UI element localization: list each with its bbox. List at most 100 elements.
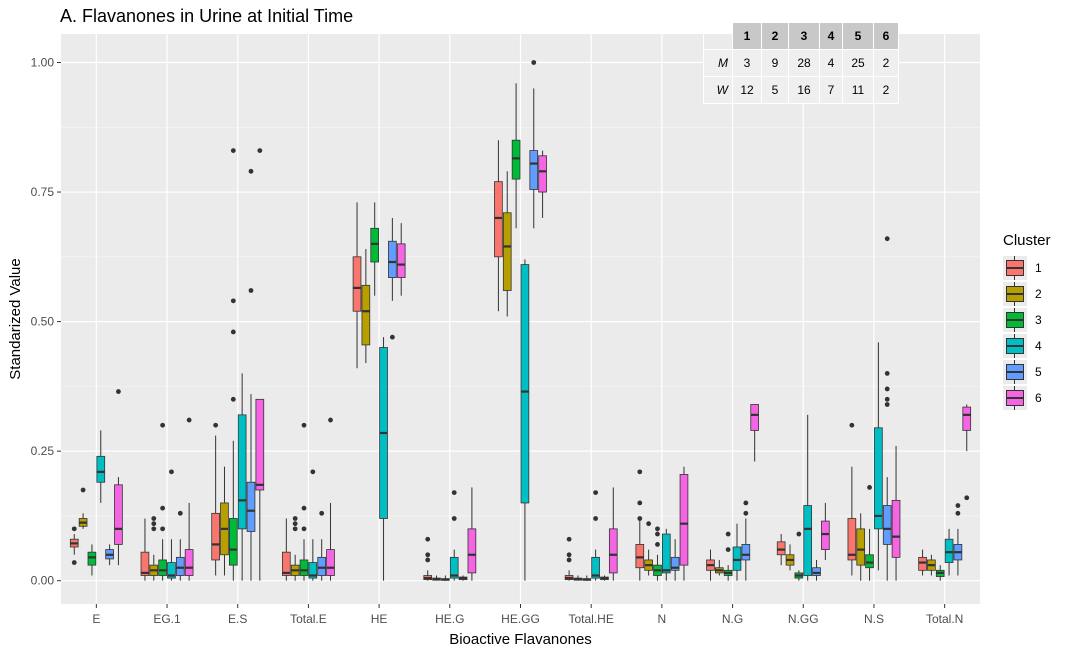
box-cluster-6	[467, 528, 477, 574]
outlier-point	[637, 469, 643, 475]
outlier-point	[725, 547, 731, 552]
legend-label: 4	[1035, 339, 1042, 353]
box-cluster-2	[361, 284, 371, 346]
box-cluster-4	[803, 505, 813, 576]
outlier-point	[425, 552, 431, 558]
box-cluster-6	[184, 549, 194, 576]
outlier-point	[160, 505, 166, 511]
legend-swatch	[1003, 256, 1027, 280]
box-cluster-5	[529, 150, 539, 190]
outlier-point	[151, 516, 157, 521]
legend-swatch	[1003, 308, 1027, 332]
box-cluster-5	[882, 505, 892, 545]
table-row: W 12 5 16 7 11 2	[703, 76, 899, 104]
x-axis-title: Bioactive Flavanones	[449, 631, 592, 648]
legend-swatch	[1003, 386, 1027, 410]
y-tick-label: 0.00	[31, 574, 55, 588]
outlier-point	[566, 557, 572, 563]
box-cluster-1	[140, 551, 150, 576]
legend-label: 2	[1035, 287, 1042, 301]
table-row-label: W	[703, 76, 733, 104]
box-cluster-5	[388, 240, 397, 278]
outlier-point	[230, 396, 236, 402]
legend-label: 1	[1035, 261, 1042, 275]
table-cell: 28	[788, 49, 820, 77]
legend-swatch	[1003, 334, 1027, 358]
outlier-point	[646, 521, 652, 527]
table-header-row: 1 2 3 4 5 6	[703, 22, 899, 50]
outlier-point	[160, 526, 166, 532]
outlier-point	[867, 485, 872, 490]
outlier-point	[328, 417, 333, 423]
outlier-point	[743, 510, 749, 516]
box-cluster-4	[944, 538, 954, 563]
x-tick-label: HE.G	[435, 612, 464, 626]
box-cluster-6	[255, 398, 265, 491]
outlier-point	[451, 490, 457, 495]
table-header-cell: 5	[842, 22, 874, 50]
legend-title: Cluster	[1003, 232, 1051, 249]
table-cell: 12	[732, 76, 762, 104]
table-cell: 2	[873, 76, 899, 104]
outlier-point	[301, 422, 307, 428]
box-cluster-3	[158, 559, 167, 576]
legend-swatch	[1003, 282, 1027, 306]
table-row-label: M	[703, 49, 733, 77]
outlier-point	[796, 531, 802, 537]
x-tick-label: Total.HE	[569, 612, 614, 626]
outlier-point	[248, 288, 254, 293]
outlier-point	[292, 526, 298, 532]
outlier-point	[292, 521, 298, 527]
box-cluster-5	[741, 544, 751, 561]
box-cluster-1	[282, 551, 291, 576]
box-cluster-3	[299, 559, 309, 576]
box-cluster-4	[237, 414, 247, 530]
outlier-point	[566, 552, 572, 558]
table-cell: 16	[788, 76, 820, 104]
x-tick-label: N	[658, 612, 667, 626]
table-cell: 11	[842, 76, 874, 104]
outlier-point	[655, 531, 660, 537]
x-tick-label: E.S	[228, 612, 247, 626]
box-cluster-1	[847, 518, 857, 561]
outlier-point	[160, 422, 166, 428]
box-cluster-6	[821, 520, 830, 550]
x-tick-label: Total.E	[290, 612, 327, 626]
outlier-point	[310, 469, 316, 475]
table-header-cell: 6	[873, 22, 899, 50]
box-cluster-5	[670, 556, 680, 571]
outlier-point	[743, 500, 749, 506]
box-cluster-6	[608, 528, 618, 574]
box-cluster-4	[591, 556, 600, 579]
box-cluster-6	[750, 404, 759, 431]
legend-item: 1	[1003, 255, 1051, 281]
x-tick-label: HE	[371, 612, 388, 626]
box-cluster-6	[962, 406, 972, 431]
box-cluster-5	[246, 481, 256, 532]
outlier-point	[230, 329, 236, 335]
box-cluster-6	[396, 243, 406, 278]
legend-items: 1 2 3 4 5 6	[1003, 255, 1051, 411]
box-cluster-4	[308, 562, 318, 579]
table-cell: 2	[873, 49, 899, 77]
outlier-point	[301, 505, 307, 511]
outlier-point	[849, 422, 855, 428]
legend-item: 5	[1003, 359, 1051, 385]
table-header-cell: 1	[732, 22, 762, 50]
y-tick-label: 0.25	[31, 444, 55, 458]
outlier-point	[186, 417, 192, 423]
outlier-point	[884, 236, 890, 242]
outlier-point	[531, 60, 537, 65]
table-header-cell: 2	[761, 22, 789, 50]
y-tick-label: 1.00	[31, 56, 55, 70]
outlier-point	[655, 526, 660, 532]
x-tick-label: HE.GG	[501, 612, 540, 626]
box-cluster-4	[96, 455, 106, 483]
outlier-point	[637, 516, 643, 521]
outlier-point	[230, 298, 236, 304]
cluster-count-table: 1 2 3 4 5 6 M 3 9 28 4 25 2 W 12 5 16 7 …	[703, 22, 899, 104]
box-cluster-4	[520, 264, 530, 504]
outlier-point	[151, 521, 157, 527]
box-cluster-5	[175, 556, 185, 576]
chart-title: A. Flavanones in Urine at Initial Time	[60, 6, 354, 26]
